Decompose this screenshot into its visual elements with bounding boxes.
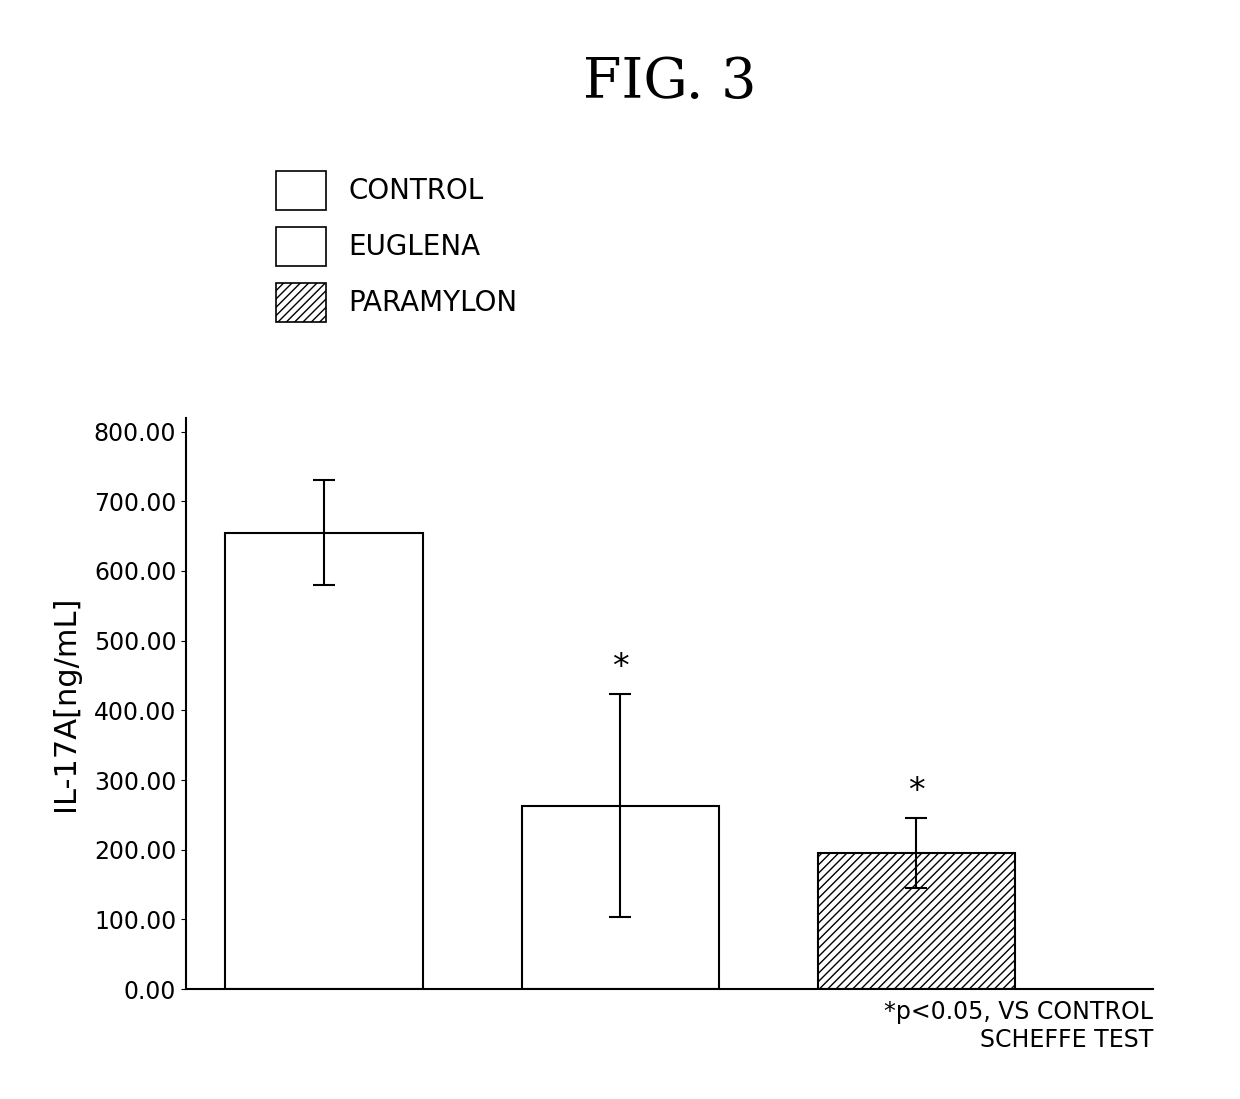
Text: *: * bbox=[613, 651, 629, 684]
Legend: CONTROL, EUGLENA, PARAMYLON: CONTROL, EUGLENA, PARAMYLON bbox=[262, 157, 531, 336]
Text: *: * bbox=[908, 775, 925, 808]
Bar bbox=[522, 806, 719, 989]
Text: FIG. 3: FIG. 3 bbox=[583, 55, 756, 110]
Bar bbox=[817, 853, 1016, 989]
Bar bbox=[226, 533, 423, 989]
Text: *p<0.05, VS CONTROL
SCHEFFE TEST: *p<0.05, VS CONTROL SCHEFFE TEST bbox=[884, 1000, 1153, 1052]
Y-axis label: IL-17A[ng/mL]: IL-17A[ng/mL] bbox=[51, 596, 79, 811]
